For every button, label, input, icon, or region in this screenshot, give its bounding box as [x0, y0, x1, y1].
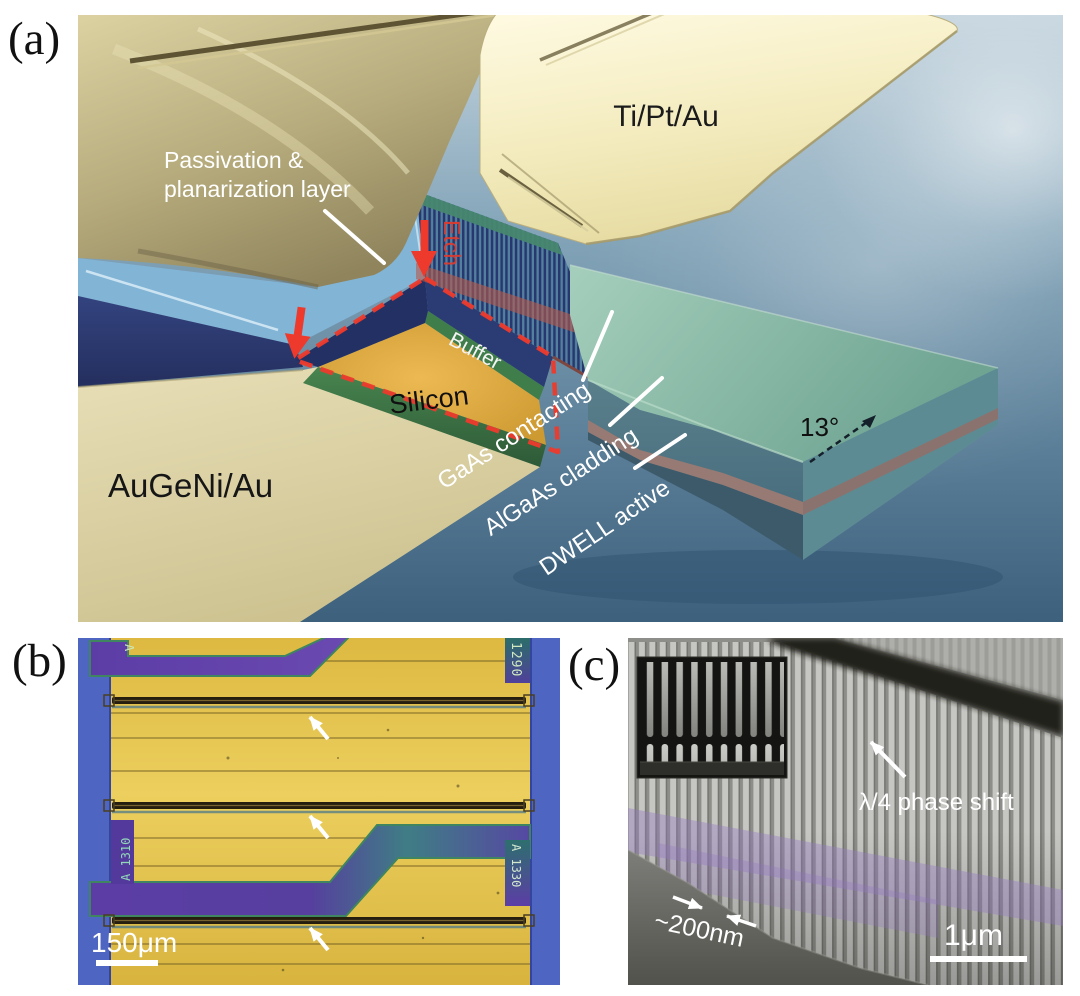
laser-ridges [103, 694, 535, 929]
left-waveguide-stack [78, 193, 430, 387]
scalebar-150um: 150μm [91, 927, 177, 966]
arrow-icon [308, 715, 330, 741]
panel-label-a: (a) [8, 13, 61, 65]
taper-top-face [570, 265, 998, 462]
scalebar-1um-text: 1μm [944, 919, 1003, 952]
active-band-tint [628, 808, 1063, 926]
label-ti-pt-au: Ti/Pt/Au [613, 100, 719, 133]
chip-mark-1330: A 1330 [509, 844, 523, 887]
chip-mark-strip [111, 820, 134, 884]
trace-top [89, 638, 350, 677]
pit-left-wall [295, 278, 428, 367]
arrow-icon [308, 926, 330, 952]
etch-outline-dashed [292, 275, 561, 455]
passivation-ridge [78, 15, 505, 290]
chip-mark-a: A [122, 644, 136, 652]
period-arrow-icons [672, 895, 757, 928]
label-passivation-line2: planarization layer [164, 176, 351, 202]
scalebar-150um-bar [96, 960, 158, 966]
mesa-edge-line [552, 355, 589, 379]
active-layer-stripe [416, 263, 588, 337]
augeni-pad [78, 367, 540, 622]
label-taper-angle: 13° [800, 412, 839, 442]
sem-floor [628, 849, 929, 985]
laser-ridge-1 [103, 694, 535, 709]
label-passivation-line1: Passivation & [164, 147, 303, 173]
panel-b-micrograph: A 1290 A 1310 A 1330 150μm [78, 638, 560, 985]
panel-label-b: (b) [12, 635, 67, 687]
inset-pillars [640, 662, 784, 762]
active-band-tint-2 [658, 843, 938, 938]
phase-shift-arrow-icon [869, 740, 907, 779]
scalebar-1um-bar [930, 956, 1027, 962]
buffer-layer-near [303, 367, 546, 467]
scalebar-150um-text: 150μm [91, 927, 177, 958]
dwell-stripe-right [803, 408, 998, 515]
etch-pit [295, 278, 553, 467]
chip-mark-strip [505, 638, 530, 683]
sem-dark-trench [768, 638, 1063, 736]
etch-arrow-icon [411, 220, 437, 277]
buffer-layer-far [425, 311, 544, 400]
pointer-line-passivation [323, 209, 386, 265]
label-etch: Etch [439, 220, 465, 266]
panel-a-schematic: Etch Ti/Pt/Au Passivation & planarizatio… [78, 15, 1063, 622]
pointer-line-algaas [608, 376, 664, 427]
scalebar-1um: 1μm [930, 919, 1027, 962]
etch-arrow-icon-2 [284, 306, 311, 359]
ridge-arrow-icons [308, 715, 330, 952]
chip-mark-1310: A 1310 [119, 838, 133, 881]
label-augeni-au: AuGeNi/Au [108, 467, 273, 504]
arrow-icon [672, 895, 703, 910]
panel-label-c: (c) [568, 639, 621, 691]
chip-mark-strip [505, 840, 530, 906]
sem-inset [636, 656, 788, 779]
label-phase-shift: λ/4 phase shift [859, 789, 1014, 816]
laser-ridge-2 [103, 799, 535, 814]
pointer-lines [323, 209, 687, 470]
arrow-icon [726, 914, 757, 928]
taper-shadow [513, 550, 1003, 604]
angle-annotation [809, 415, 876, 464]
sem-top-surface [833, 638, 1063, 700]
grating-top-caps [416, 191, 562, 255]
pointer-line-gaas [581, 310, 614, 382]
metal-rail-groove [129, 15, 476, 64]
chip-mark-1290: 1290 [508, 642, 523, 677]
arrow-icon [308, 814, 330, 840]
laser-ridge-3 [103, 914, 535, 929]
pit-far-wall [425, 278, 553, 387]
angle-arrow-icon [862, 415, 876, 428]
chip-marks: A 1290 A 1310 A 1330 [111, 638, 530, 906]
pointer-line-dwell [633, 433, 687, 470]
dfb-grating [416, 191, 588, 375]
top-metal-pad [479, 15, 958, 246]
dwell-stripe-front [588, 420, 803, 515]
panel-c-sem: λ/4 phase shift ~200nm 1μm [628, 638, 1063, 985]
silicon-floor [318, 323, 546, 445]
